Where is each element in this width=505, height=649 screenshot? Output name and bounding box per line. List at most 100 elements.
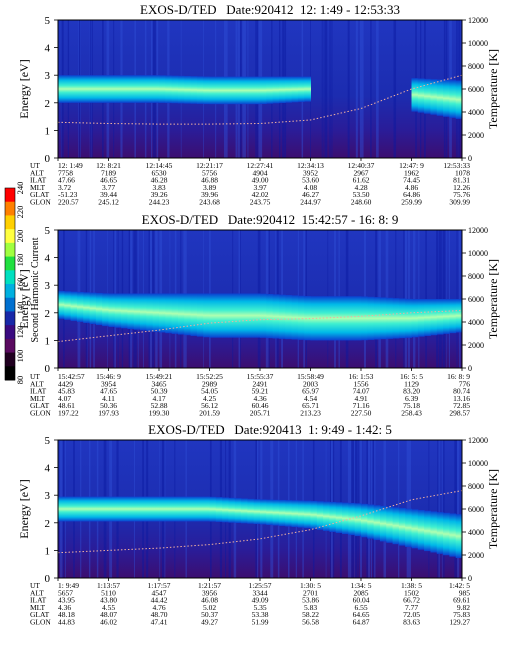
band-segment (228, 76, 236, 105)
band-segment (209, 496, 217, 522)
table-cell: 12.26 (453, 183, 470, 192)
band-segment (114, 496, 122, 522)
table-cell: 1129 (404, 379, 419, 388)
band-segment (209, 76, 217, 105)
colorbar-segment (5, 311, 15, 326)
band-segment (64, 291, 72, 320)
y2-tick-label: 6000 (468, 295, 484, 304)
table-cell: 4.54 (304, 394, 317, 403)
colorbar-title: Second Harmonic Current (30, 237, 41, 342)
table-cell: 56.58 (302, 618, 319, 627)
band-segment (304, 76, 311, 102)
table-cell: 50.37 (201, 610, 218, 619)
table-cell: 12:53:33 (443, 161, 470, 170)
table-cell: 72.05 (403, 610, 420, 619)
band-segment (260, 293, 267, 338)
band-segment (436, 512, 444, 554)
band-segment (260, 499, 267, 525)
table-cell: 15:58:49 (297, 372, 324, 381)
band-segment (140, 75, 147, 103)
table-cell: 39.44 (100, 190, 117, 199)
table-cell: 69.61 (453, 596, 470, 605)
table-cell: 129.27 (449, 618, 470, 627)
band-segment (291, 500, 299, 528)
table-cell: 3952 (303, 168, 318, 177)
table-cell: 4.76 (152, 603, 165, 612)
band-segment (215, 293, 223, 338)
table-row-label: GLAT (30, 401, 50, 410)
table-cell: 43.95 (58, 596, 75, 605)
band-segment (272, 76, 280, 104)
band-segment (367, 504, 375, 539)
band-segment (58, 75, 65, 103)
band-segment (323, 501, 330, 531)
band-segment (443, 299, 450, 334)
table-cell: 81.31 (453, 176, 470, 185)
table-cell: 49.00 (252, 176, 269, 185)
band-segment (146, 293, 154, 332)
table-cell: 60.04 (353, 596, 370, 605)
band-segment (310, 296, 318, 341)
band-segment (285, 500, 293, 527)
table-cell: 3.83 (152, 183, 165, 192)
band-segment (361, 296, 368, 341)
table-cell: 49.09 (252, 596, 269, 605)
band-segment (234, 498, 242, 523)
table-row-label: MLT (30, 603, 46, 612)
band-segment (278, 76, 286, 103)
band-segment (430, 299, 438, 336)
band-segment (76, 496, 84, 522)
band-segment (297, 500, 305, 528)
table-cell: 15:52:25 (196, 372, 223, 381)
y-tick-label: 5 (45, 15, 51, 27)
table-cell: 4429 (58, 379, 73, 388)
band-segment (241, 293, 248, 338)
table-cell: 80.74 (453, 387, 470, 396)
band-segment (241, 76, 248, 105)
band-segment (316, 501, 324, 530)
table-cell: 12:21:17 (196, 161, 223, 170)
table-cell: 7.77 (405, 603, 418, 612)
table-cell: 4.86 (405, 183, 418, 192)
colorbar-segment (5, 215, 15, 230)
table-cell: 75.18 (403, 401, 420, 410)
table-row-label: GLAT (30, 190, 50, 199)
table-cell: 4.36 (58, 603, 71, 612)
band-segment (102, 293, 109, 327)
table-cell: 48.18 (58, 610, 75, 619)
band-segment (424, 299, 431, 336)
table-row-label: ILAT (30, 387, 47, 396)
y-axis-label: Energy [eV] (17, 269, 31, 328)
band-segment (436, 299, 444, 335)
band-segment (417, 510, 425, 550)
table-cell: 4.25 (203, 394, 216, 403)
table-cell: 64.65 (353, 610, 370, 619)
colorbar: 240 220 200 180 160 140 120 100 80 Second Harmoni… (4, 182, 41, 384)
band-segment (449, 80, 457, 118)
band-segment (64, 75, 72, 103)
band-segment (222, 293, 229, 338)
table-cell: 75.83 (453, 610, 470, 619)
table-cell: 3.72 (58, 183, 71, 192)
table-cell: 74.45 (403, 176, 420, 185)
y2-tick-label: 4000 (468, 108, 484, 117)
y-tick-label: 1 (45, 545, 51, 557)
band-segment (455, 80, 463, 119)
band-segment (253, 499, 261, 525)
band-segment (436, 79, 444, 116)
y-tick-label: 0 (45, 153, 51, 165)
temperature-curve (57, 74, 463, 125)
table-cell: 2967 (354, 168, 369, 177)
table-cell: 3465 (152, 379, 167, 388)
band-segment (430, 79, 438, 115)
band-segment (411, 299, 419, 338)
y2-tick-label: 12000 (468, 16, 488, 25)
table-cell: 43.80 (100, 596, 117, 605)
table-cell: 16: 8: 9 (447, 372, 470, 381)
y-tick-label: 3 (45, 490, 51, 502)
table-cell: 1502 (404, 588, 419, 597)
table-cell: 15:46: 9 (96, 372, 121, 381)
band-segment (411, 78, 419, 112)
table-cell: 47.66 (58, 176, 75, 185)
table-cell: 66.72 (403, 596, 420, 605)
